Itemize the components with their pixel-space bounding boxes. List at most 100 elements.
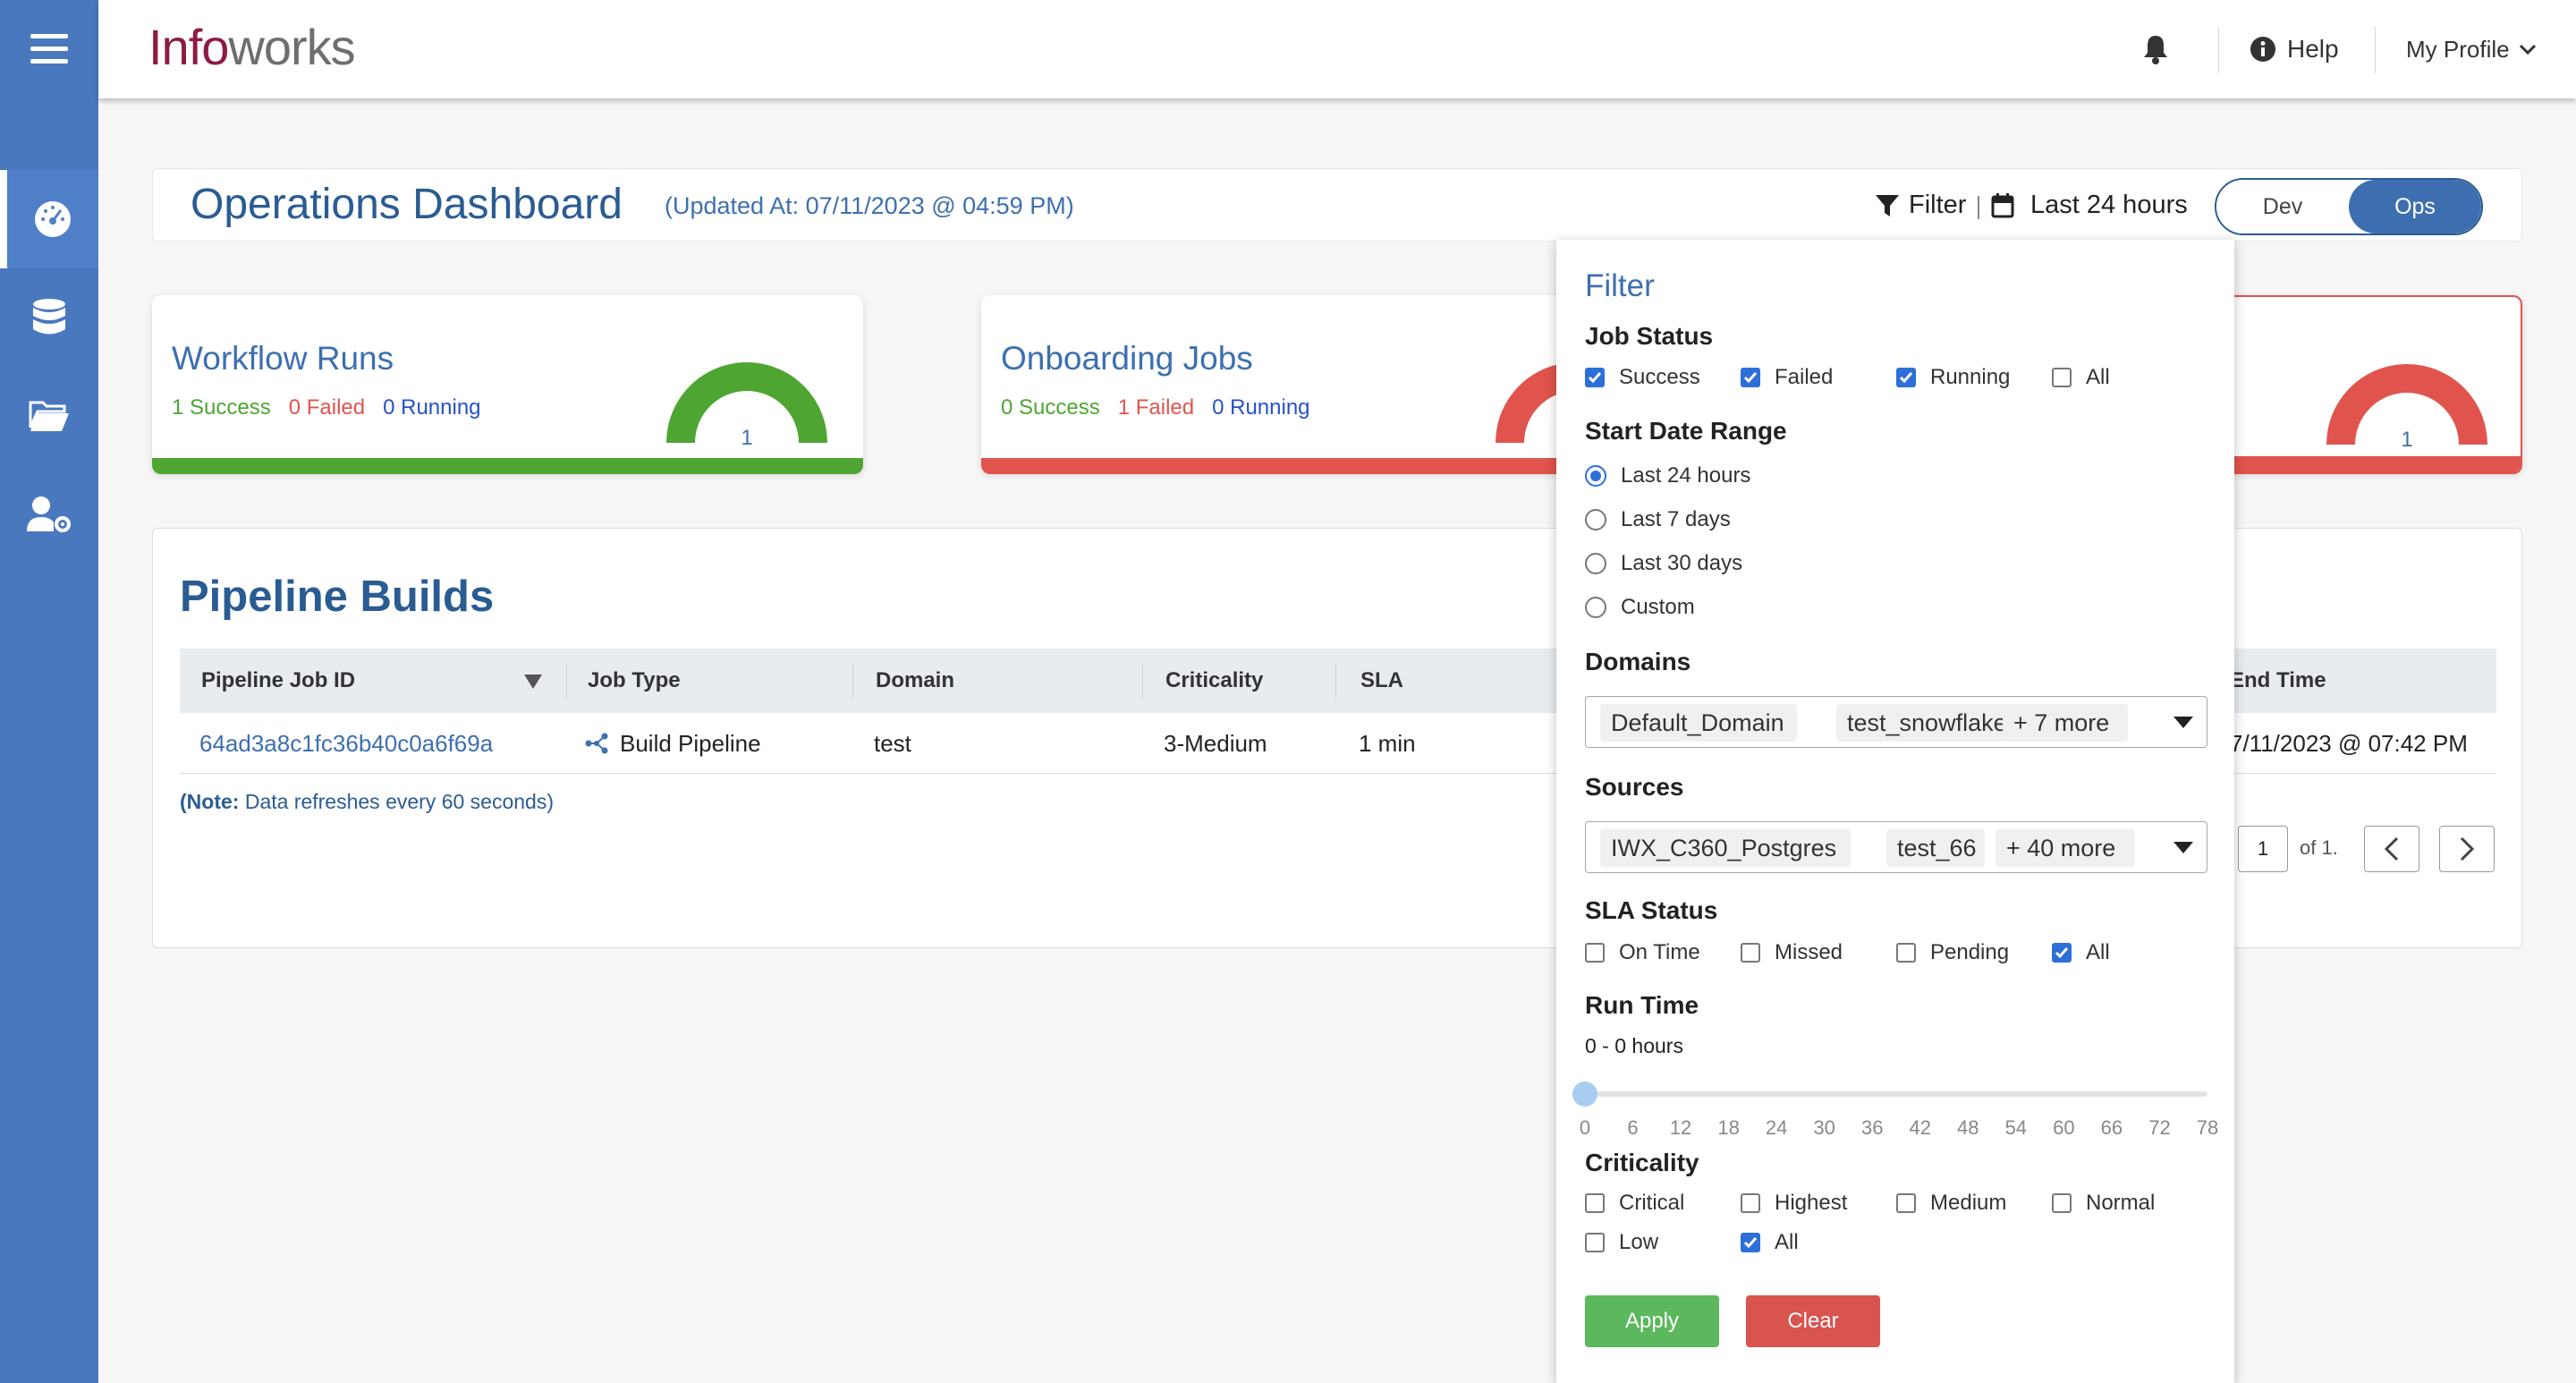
criticality-normal-checkbox[interactable]: Normal — [2052, 1191, 2155, 1216]
database-icon — [33, 299, 65, 335]
slider-tick-label: 6 — [1627, 1116, 1639, 1139]
updated-timestamp: (Updated At: 07/11/2023 @ 04:59 PM) — [665, 192, 1074, 219]
failed-count: 0 Failed — [288, 395, 366, 420]
help-button[interactable]: Help — [2250, 0, 2339, 98]
date-range-button[interactable]: Last 24 hours — [1991, 191, 2188, 220]
sources-multiselect[interactable]: IWX_C360_Postgres test_66 + 40 more — [1585, 821, 2207, 873]
menu-toggle-button[interactable] — [0, 0, 98, 98]
table-row[interactable]: 64ad3a8c1fc36b40c0a6f69a Build Pipeline … — [180, 713, 2496, 774]
option-label: Pending — [1930, 940, 2010, 964]
success-count: 0 Success — [1001, 395, 1100, 420]
env-ops-option[interactable]: Ops — [2349, 180, 2481, 233]
criticality-critical-checkbox[interactable]: Critical — [1585, 1191, 1684, 1216]
column-label: Pipeline Job ID — [201, 668, 356, 692]
sidebar — [0, 0, 98, 1383]
slider-tick-label: 78 — [2196, 1116, 2219, 1139]
sidebar-item-data[interactable] — [0, 268, 98, 367]
option-label: All — [2086, 940, 2110, 964]
user-settings-icon — [27, 496, 71, 532]
job-status-running-checkbox[interactable]: Running — [1896, 365, 2010, 390]
filter-label: Filter — [1909, 191, 1967, 219]
column-header-job-id[interactable]: Pipeline Job ID — [201, 649, 355, 713]
job-status-success-checkbox[interactable]: Success — [1585, 365, 1700, 390]
option-label: Failed — [1775, 365, 1834, 389]
sla-status-label: SLA Status — [1585, 896, 1718, 924]
filter-button[interactable]: Filter — [1875, 191, 1966, 220]
workflow-runs-card[interactable]: Workflow Runs 1 Success 0 Failed 0 Runni… — [152, 295, 863, 474]
column-header-criticality[interactable]: Criticality — [1165, 668, 1264, 692]
caret-down-icon — [2174, 717, 2193, 728]
status-bar — [981, 458, 1692, 474]
date-range-label: Last 24 hours — [2030, 191, 2188, 219]
sidebar-item-dashboard[interactable] — [0, 170, 98, 268]
section-title: Pipeline Builds — [180, 573, 495, 621]
note-bold: (Note: — [180, 790, 240, 813]
filter-panel: Filter Job Status Success Failed Running… — [1556, 240, 2234, 1383]
bell-icon — [2144, 36, 2167, 64]
option-label: Last 24 hours — [1621, 463, 1751, 488]
criticality-all-checkbox[interactable]: All — [1741, 1230, 1799, 1255]
clear-button[interactable]: Clear — [1746, 1295, 1880, 1347]
option-label: Running — [1930, 365, 2011, 389]
domain-chip: test_snowflake — [1836, 704, 2006, 742]
column-header-sla[interactable]: SLA — [1360, 668, 1403, 692]
run-time-slider-thumb[interactable] — [1572, 1082, 1597, 1107]
sidebar-item-admin[interactable] — [0, 465, 98, 564]
card-title: Onboarding Jobs — [1001, 340, 1253, 377]
sla-pending-checkbox[interactable]: Pending — [1896, 940, 2009, 965]
card-title: Workflow Runs — [172, 340, 394, 377]
job-type-cell: Build Pipeline — [584, 713, 761, 774]
range-7d-radio[interactable]: Last 7 days — [1585, 507, 1731, 532]
page-of-label: of 1. — [2300, 836, 2338, 859]
range-30d-radio[interactable]: Last 30 days — [1585, 551, 1742, 576]
slider-tick-label: 54 — [2004, 1116, 2028, 1139]
range-24h-radio[interactable]: Last 24 hours — [1585, 463, 1750, 488]
sla-on-time-checkbox[interactable]: On Time — [1585, 940, 1700, 965]
next-page-button[interactable] — [2439, 826, 2495, 872]
logo-text-part1: Info — [148, 19, 229, 75]
job-type-label: Build Pipeline — [620, 729, 761, 757]
card-stats: 1 Success 0 Failed 0 Running — [172, 395, 481, 420]
criticality-label: Criticality — [1585, 1149, 1699, 1176]
refresh-note: (Note: Data refreshes every 60 seconds) — [180, 790, 554, 814]
option-label: Success — [1619, 365, 1700, 389]
running-count: 0 Running — [383, 395, 481, 420]
prev-page-button[interactable] — [2364, 826, 2419, 872]
status-bar — [152, 458, 863, 474]
note-text: Data refreshes every 60 seconds) — [239, 790, 554, 813]
top-header: Infoworks Help My Profile — [98, 0, 2576, 98]
sla-all-checkbox[interactable]: All — [2052, 940, 2110, 965]
end-time-cell: 7/11/2023 @ 07:42 PM — [2230, 729, 2468, 757]
job-status-failed-checkbox[interactable]: Failed — [1741, 365, 1833, 390]
apply-button[interactable]: Apply — [1585, 1295, 1719, 1347]
sidebar-item-files[interactable] — [0, 367, 98, 465]
chevron-right-icon — [2460, 836, 2475, 861]
column-header-end-time[interactable]: End Time — [2230, 668, 2326, 692]
criticality-medium-checkbox[interactable]: Medium — [1896, 1191, 2006, 1216]
sla-missed-checkbox[interactable]: Missed — [1741, 940, 1843, 965]
calendar-icon — [1991, 192, 2014, 217]
range-custom-radio[interactable]: Custom — [1585, 595, 1695, 620]
profile-menu-button[interactable]: My Profile — [2406, 0, 2537, 98]
env-dev-option[interactable]: Dev — [2216, 180, 2349, 233]
run-time-slider-track[interactable] — [1585, 1091, 2207, 1097]
dashboard-topbar: Operations Dashboard (Updated At: 07/11/… — [152, 168, 2522, 242]
app-logo[interactable]: Infoworks — [148, 18, 356, 76]
option-label: Last 7 days — [1621, 507, 1731, 531]
column-header-job-type[interactable]: Job Type — [588, 668, 681, 692]
column-header-domain[interactable]: Domain — [876, 668, 955, 692]
column-filter-icon[interactable] — [523, 674, 543, 690]
job-status-all-checkbox[interactable]: All — [2052, 365, 2110, 390]
page-number-input[interactable]: 1 — [2238, 826, 2288, 872]
slider-tick-label: 24 — [1765, 1116, 1788, 1139]
page-title: Operations Dashboard — [191, 181, 623, 228]
domains-multiselect[interactable]: Default_Domain test_snowflake + 7 more — [1585, 696, 2207, 748]
criticality-low-checkbox[interactable]: Low — [1585, 1230, 1658, 1255]
caret-down-icon — [2174, 842, 2193, 853]
slider-tick-label: 36 — [1860, 1116, 1884, 1139]
notifications-button[interactable] — [2142, 0, 2169, 98]
slider-tick-label: 66 — [2100, 1116, 2123, 1139]
option-label: Normal — [2086, 1191, 2156, 1215]
criticality-highest-checkbox[interactable]: Highest — [1741, 1191, 1847, 1216]
job-id-link[interactable]: 64ad3a8c1fc36b40c0a6f69a — [199, 729, 494, 757]
